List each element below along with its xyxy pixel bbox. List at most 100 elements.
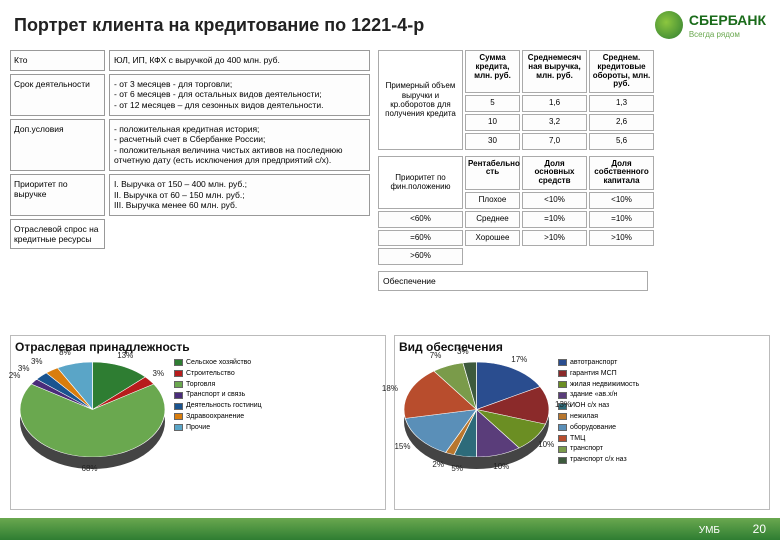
- row-value: - от 3 месяцев - для торговли; - от 6 ме…: [109, 74, 370, 116]
- table-header: Сумма кредита, млн. руб.: [465, 50, 520, 93]
- pct-label: 3%: [18, 364, 30, 373]
- info-row: КтоЮЛ, ИП, КФХ с выручкой до 400 млн. ру…: [10, 50, 370, 71]
- legend-item: здание «ав.х/н: [558, 390, 765, 400]
- legend-swatch: [558, 370, 567, 377]
- legend-swatch: [174, 403, 183, 410]
- row-label: Приоритет по выручке: [10, 174, 105, 216]
- pct-label: 10%: [493, 462, 509, 471]
- legend-label: ИОН с/х наз: [570, 401, 609, 411]
- table-header: Доля собственного капитала: [589, 156, 654, 190]
- footer-bar: УМБ 20: [0, 518, 780, 540]
- legend-item: Здравоохранение: [174, 412, 381, 422]
- table-cell: >10%: [589, 230, 654, 247]
- row-value: I. Выручка от 150 – 400 млн. руб.; II. В…: [109, 174, 370, 216]
- table-header: Доля основных средств: [522, 156, 587, 190]
- legend-item: автотранспорт: [558, 358, 765, 368]
- legend-label: транспорт с/х наз: [570, 455, 627, 465]
- legend-swatch: [558, 359, 567, 366]
- collateral-label: Обеспечение: [378, 271, 648, 291]
- table-cell: 5,6: [589, 133, 654, 150]
- legend-swatch: [558, 392, 567, 399]
- legend-item: оборудование: [558, 423, 765, 433]
- table-row-label: Хорошее: [465, 230, 520, 247]
- row-value: ЮЛ, ИП, КФХ с выручкой до 400 млн. руб.: [109, 50, 370, 71]
- table-cell: 3,2: [522, 114, 587, 131]
- collateral-chart: Вид обеспечения 17%13%10%10%5%2%15%18%7%…: [394, 335, 770, 510]
- legend-swatch: [174, 392, 183, 399]
- legend-label: нежилая: [570, 412, 598, 422]
- table-cell: 30: [465, 133, 520, 150]
- legend-item: ИОН с/х наз: [558, 401, 765, 411]
- credit-volume-table: Примерный объем выручки и кр.оборотов дл…: [378, 50, 770, 150]
- info-row: Приоритет по выручкеI. Выручка от 150 – …: [10, 174, 370, 216]
- legend-swatch: [558, 381, 567, 388]
- fin-position-table: Приоритет по фин.положениюРентабельно ст…: [378, 156, 770, 266]
- legend-swatch: [174, 381, 183, 388]
- legend-label: Деятельность гостиниц: [186, 401, 262, 411]
- legend-label: Транспорт и связь: [186, 390, 245, 400]
- legend-item: транспорт с/х наз: [558, 455, 765, 465]
- legend-label: Строительство: [186, 369, 235, 379]
- legend-label: Здравоохранение: [186, 412, 244, 422]
- charts-row: Отраслевая принадлежность 13%3%68%2%3%3%…: [0, 335, 780, 510]
- pct-label: 8%: [59, 348, 71, 357]
- table-cell: 5: [465, 95, 520, 112]
- legend-label: ТМЦ: [570, 434, 585, 444]
- table-header: Рентабельно сть: [465, 156, 520, 190]
- main-content: КтоЮЛ, ИП, КФХ с выручкой до 400 млн. ру…: [0, 50, 780, 335]
- pie3d-2: 17%13%10%10%5%2%15%18%7%3%: [399, 356, 554, 486]
- pct-label: 2%: [432, 460, 444, 469]
- industry-chart: Отраслевая принадлежность 13%3%68%2%3%3%…: [10, 335, 386, 510]
- legend-swatch: [558, 457, 567, 464]
- info-row: Доп.условия- положительная кредитная ист…: [10, 119, 370, 172]
- legend-label: здание «ав.х/н: [570, 390, 617, 400]
- table-cell: 10: [465, 114, 520, 131]
- legend-item: ТМЦ: [558, 434, 765, 444]
- legend-item: Транспорт и связь: [174, 390, 381, 400]
- pct-label: 13%: [117, 351, 133, 360]
- table-cell: =60%: [378, 230, 463, 247]
- table-cell: 1,6: [522, 95, 587, 112]
- legend-label: гарантия МСП: [570, 369, 617, 379]
- legend-swatch: [174, 424, 183, 431]
- pct-label: 15%: [394, 442, 410, 451]
- legend-swatch: [174, 359, 183, 366]
- table1-rowheader: Примерный объем выручки и кр.оборотов дл…: [378, 50, 463, 150]
- info-row: Срок деятельности- от 3 месяцев - для то…: [10, 74, 370, 116]
- pct-label: 13%: [555, 400, 571, 409]
- pie-chart-icon: [20, 362, 165, 457]
- legend-label: транспорт: [570, 444, 603, 454]
- legend-item: Деятельность гостиниц: [174, 401, 381, 411]
- header: Портрет клиента на кредитование по 1221-…: [0, 0, 780, 50]
- legend-2: автотранспортгарантия МСПжилая недвижимо…: [558, 356, 765, 496]
- table2-rowheader: Приоритет по фин.положению: [378, 156, 463, 209]
- table-header: Среднемесяч ная выручка, млн. руб.: [522, 50, 587, 93]
- brand-tagline: Всегда рядом: [689, 30, 766, 39]
- table-cell: 7,0: [522, 133, 587, 150]
- table-row-label: Плохое: [465, 192, 520, 209]
- legend-item: Строительство: [174, 369, 381, 379]
- table-cell: >10%: [522, 230, 587, 247]
- legend-label: жилая недвижимость: [570, 380, 639, 390]
- table-header: Среднем. кредитовые обороты, млн. руб.: [589, 50, 654, 93]
- row-label: Срок деятельности: [10, 74, 105, 116]
- row-value: - положительная кредитная история; - рас…: [109, 119, 370, 172]
- legend-label: Торговля: [186, 380, 215, 390]
- sberbank-icon: [655, 11, 683, 39]
- legend-item: транспорт: [558, 444, 765, 454]
- table-cell: >60%: [378, 248, 463, 265]
- legend-label: Сельское хозяйство: [186, 358, 251, 368]
- industry-demand-label: Отраслевой спрос на кредитные ресурсы: [10, 219, 105, 249]
- page-number: 20: [753, 522, 766, 536]
- table-cell: =10%: [589, 211, 654, 228]
- legend-item: Прочие: [174, 423, 381, 433]
- table-cell: 2,6: [589, 114, 654, 131]
- chart2-title: Вид обеспечения: [399, 340, 765, 354]
- table-cell: =10%: [522, 211, 587, 228]
- pct-label: 3%: [457, 347, 469, 356]
- pie-chart-icon: [404, 362, 549, 457]
- table-cell: <10%: [522, 192, 587, 209]
- legend-swatch: [558, 413, 567, 420]
- pct-label: 5%: [451, 464, 463, 473]
- legend-label: оборудование: [570, 423, 616, 433]
